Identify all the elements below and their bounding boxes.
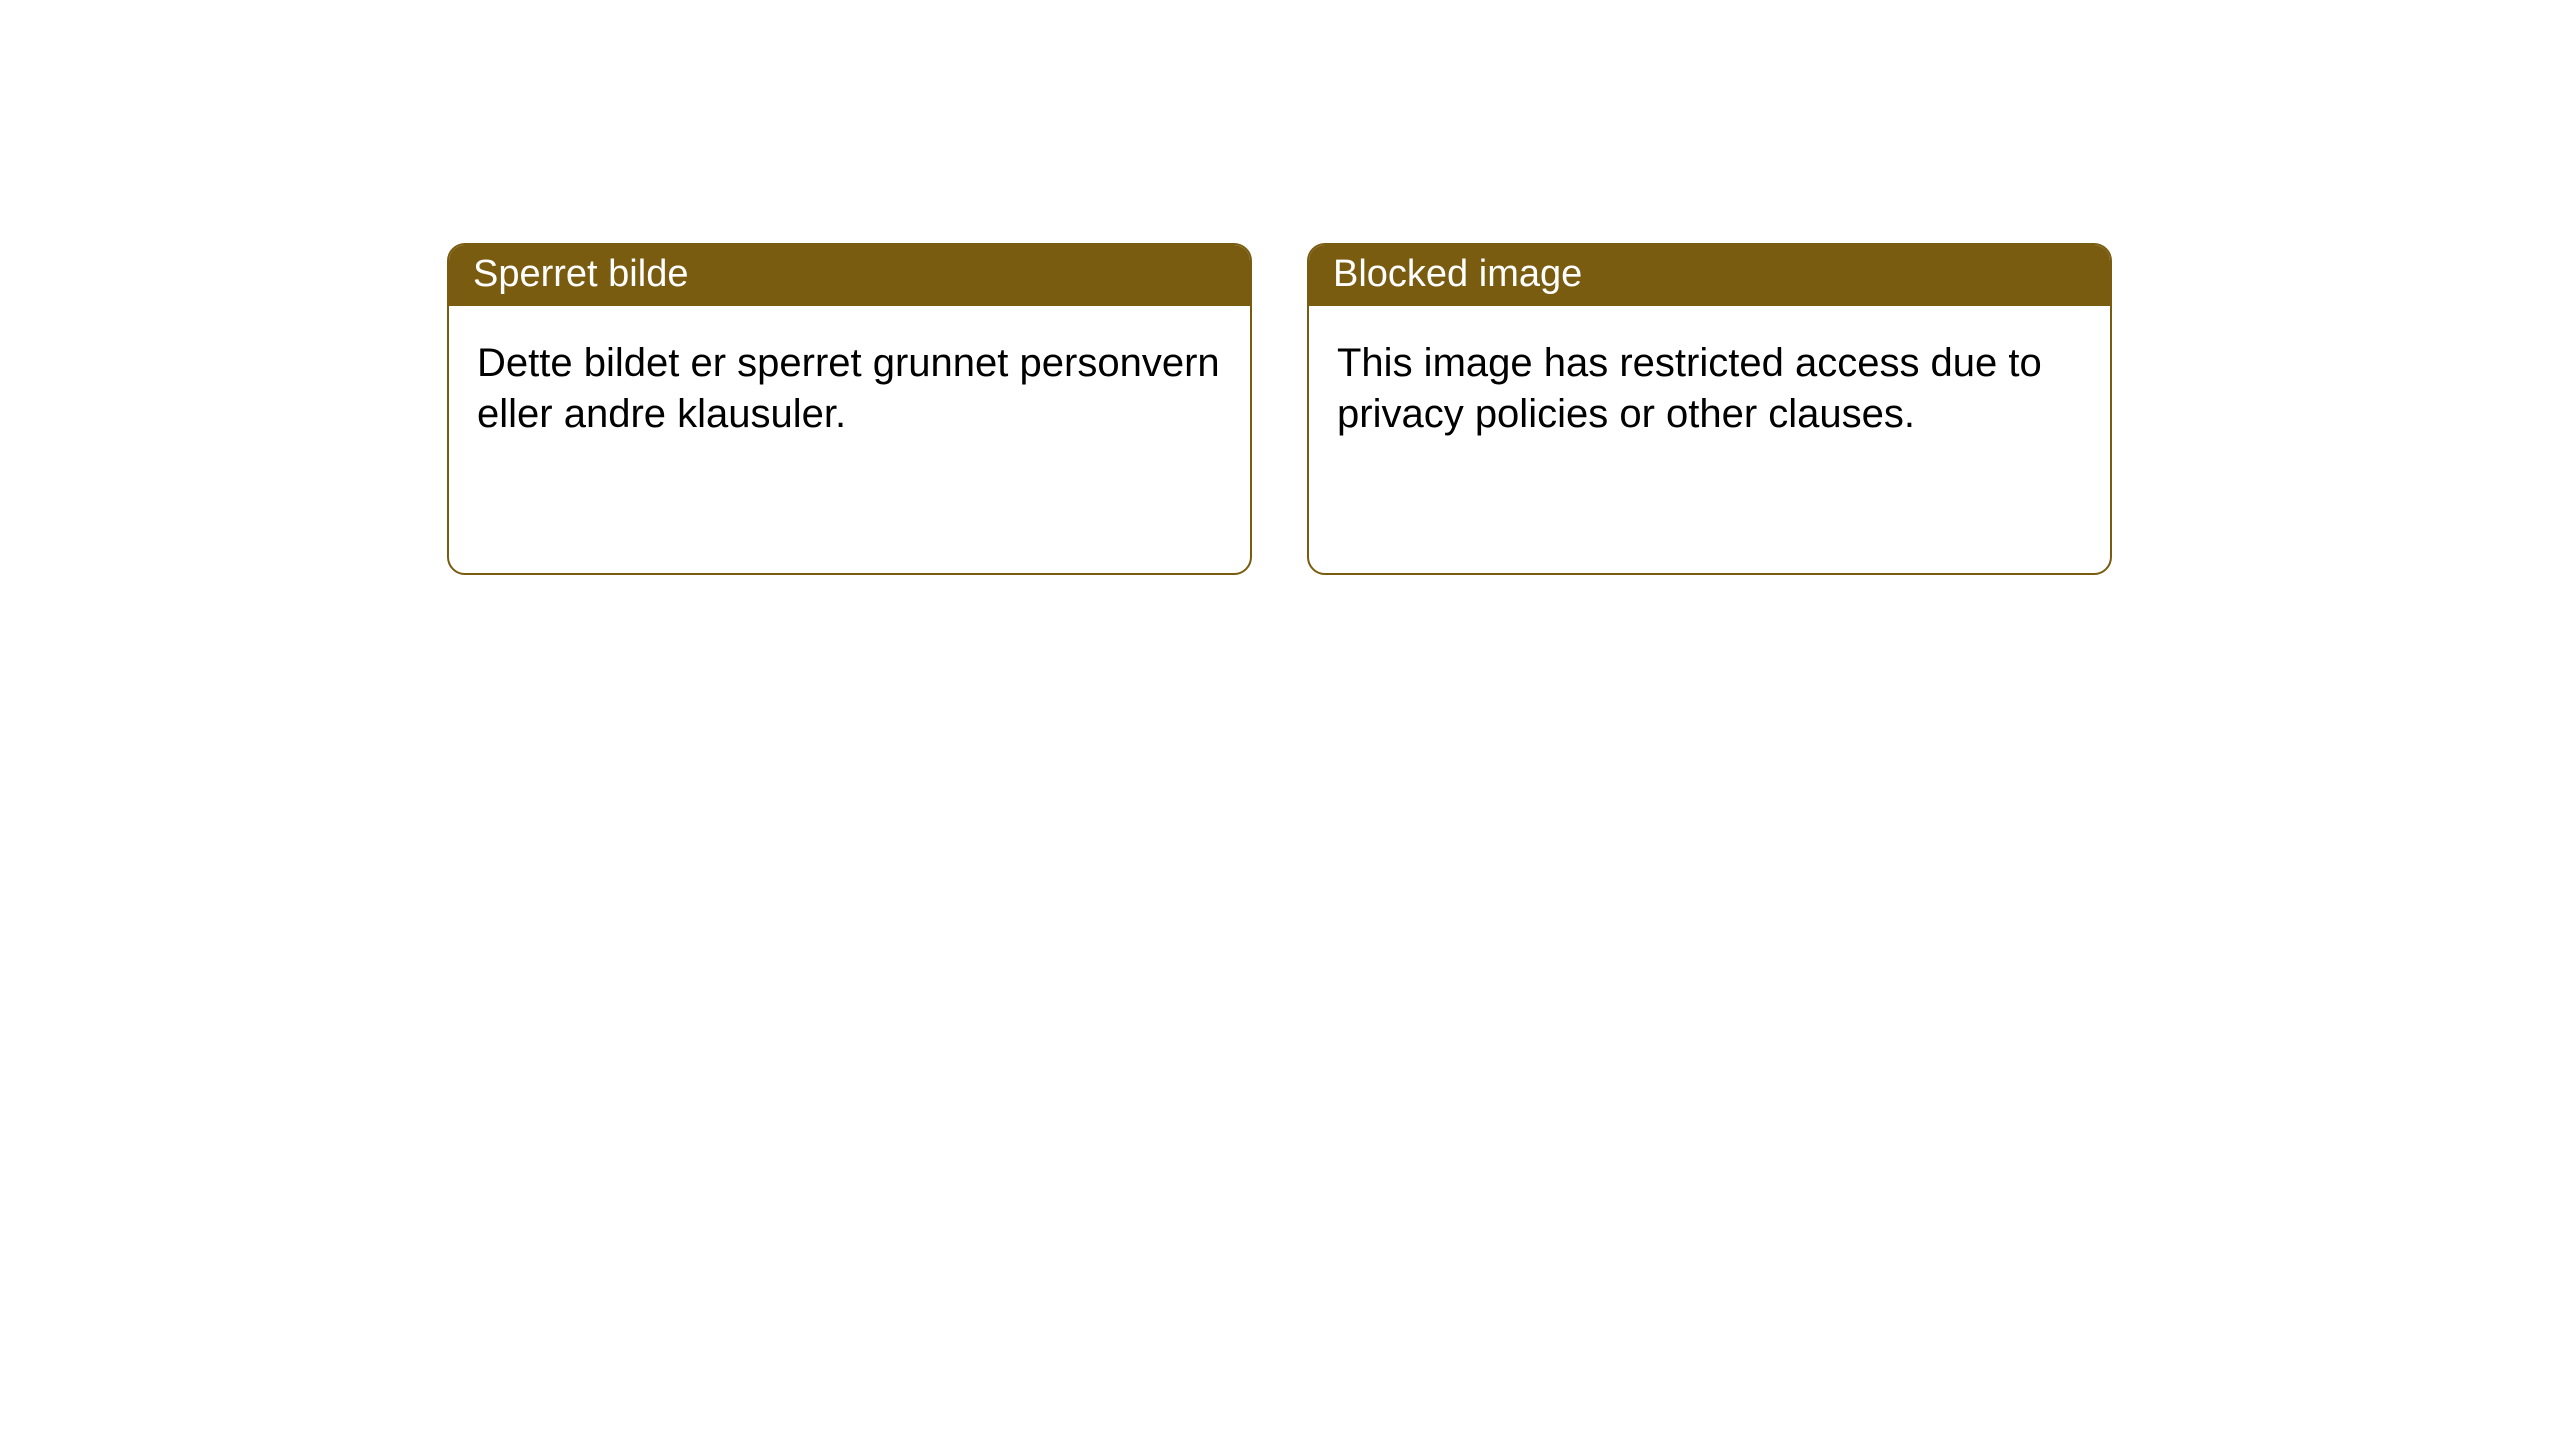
notice-container: Sperret bilde Dette bildet er sperret gr…: [0, 0, 2560, 575]
notice-card-en: Blocked image This image has restricted …: [1307, 243, 2112, 575]
notice-card-no: Sperret bilde Dette bildet er sperret gr…: [447, 243, 1252, 575]
notice-body-no: Dette bildet er sperret grunnet personve…: [449, 306, 1250, 472]
notice-title-en: Blocked image: [1309, 245, 2110, 306]
notice-title-no: Sperret bilde: [449, 245, 1250, 306]
notice-body-en: This image has restricted access due to …: [1309, 306, 2110, 472]
